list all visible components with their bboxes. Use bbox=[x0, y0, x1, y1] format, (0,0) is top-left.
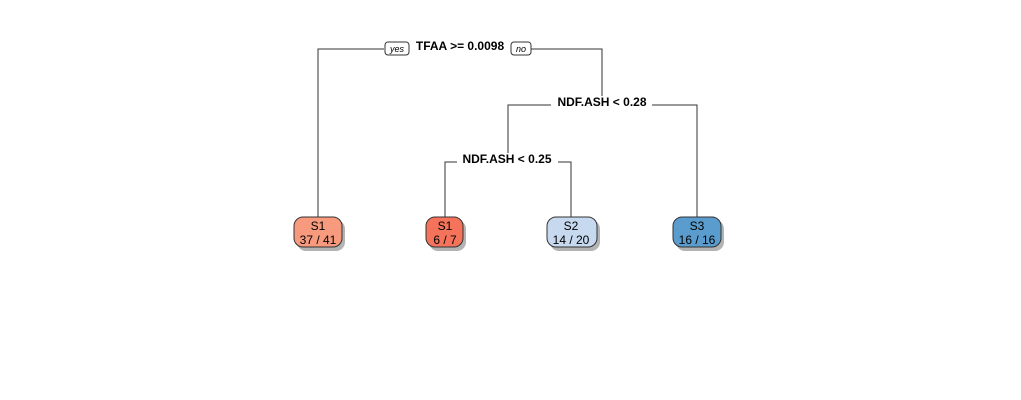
leaf-count-label: 16 / 16 bbox=[679, 233, 716, 247]
leaf-box bbox=[546, 216, 598, 248]
leaf-class-label: S1 bbox=[438, 219, 453, 233]
split-label-inner: NDF.ASH < 0.25 bbox=[462, 152, 551, 166]
branch-tag-yes: yes bbox=[384, 41, 410, 56]
leaf-node-1: S1 37 / 41 bbox=[293, 216, 345, 251]
branch-tag-no: no bbox=[510, 41, 532, 56]
edge-inner-split-to-leaf3 bbox=[558, 161, 572, 224]
branch-tag-yes-label: yes bbox=[389, 44, 405, 54]
edge-inner-split-to-leaf2 bbox=[444, 161, 457, 224]
edge-root-to-leaf1 bbox=[317, 48, 384, 224]
split-label-root: TFAA >= 0.0098 bbox=[416, 39, 505, 53]
edge-root-to-right-split bbox=[531, 48, 603, 96]
leaf-box bbox=[293, 216, 343, 248]
leaf-node-2: S1 6 / 7 bbox=[425, 216, 466, 251]
leaf-class-label: S3 bbox=[690, 219, 705, 233]
leaf-class-label: S2 bbox=[564, 219, 579, 233]
leaf-count-label: 6 / 7 bbox=[433, 233, 457, 247]
leaf-box bbox=[425, 216, 464, 248]
leaf-count-label: 37 / 41 bbox=[300, 233, 337, 247]
edge-right-split-to-leaf4 bbox=[652, 104, 698, 224]
leaf-box bbox=[672, 216, 722, 248]
leaf-node-3: S2 14 / 20 bbox=[546, 216, 600, 251]
tree-edges bbox=[317, 48, 698, 224]
edge-right-split-to-inner-split bbox=[507, 104, 551, 153]
leaf-node-4: S3 16 / 16 bbox=[672, 216, 724, 251]
split-label-right: NDF.ASH < 0.28 bbox=[557, 95, 646, 109]
leaf-count-label: 14 / 20 bbox=[553, 233, 590, 247]
leaf-class-label: S1 bbox=[311, 219, 326, 233]
branch-tag-no-label: no bbox=[516, 44, 526, 54]
